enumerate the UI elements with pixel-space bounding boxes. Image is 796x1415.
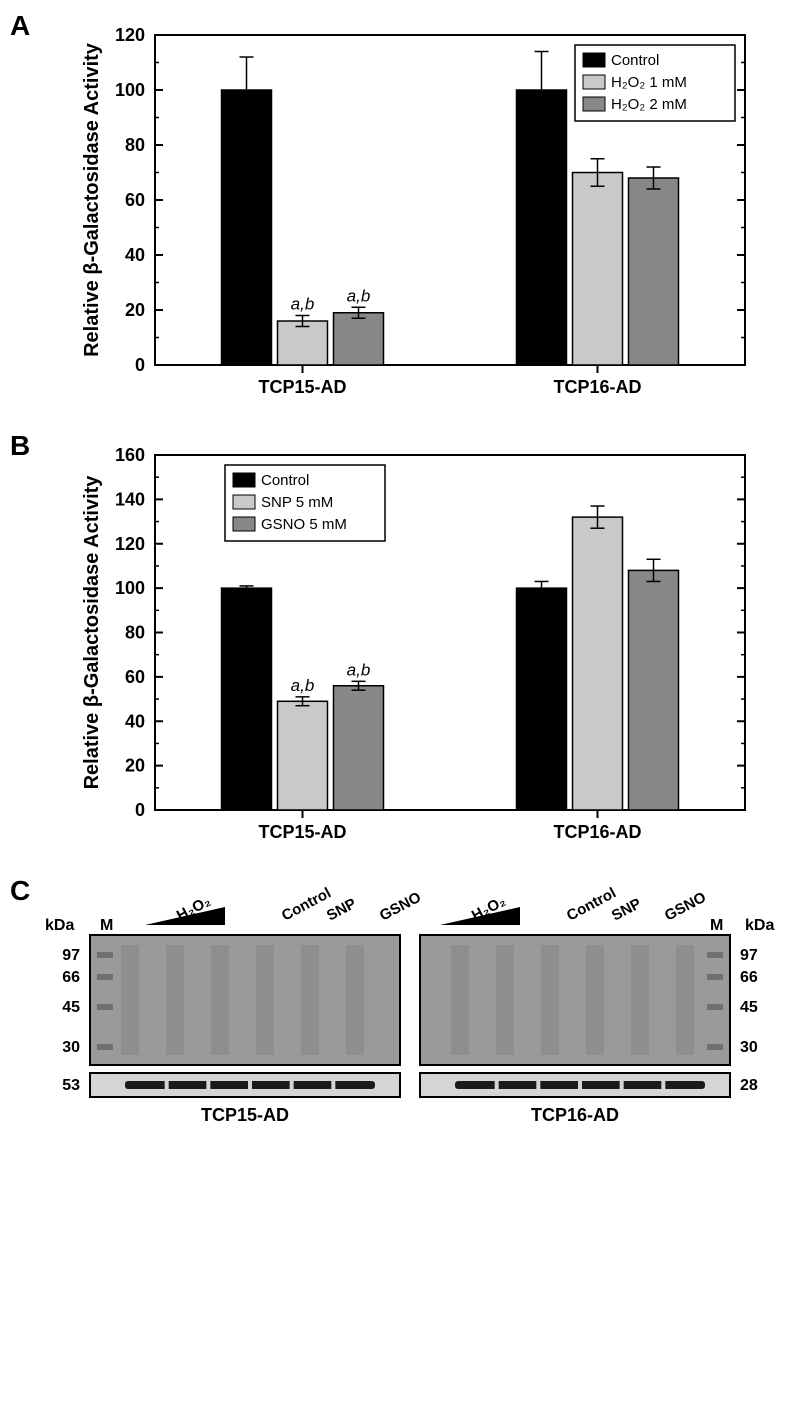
svg-text:SNP 5 mM: SNP 5 mM xyxy=(261,494,333,511)
svg-text:20: 20 xyxy=(125,756,145,776)
svg-text:a,b: a,b xyxy=(291,295,315,314)
svg-text:Relative β-Galactosidase Activ: Relative β-Galactosidase Activity xyxy=(81,475,103,790)
svg-text:a,b: a,b xyxy=(347,660,371,679)
svg-text:Relative β-Galactosidase Activ: Relative β-Galactosidase Activity xyxy=(81,42,103,357)
svg-text:160: 160 xyxy=(115,445,145,465)
svg-text:66: 66 xyxy=(740,969,758,986)
svg-text:100: 100 xyxy=(115,578,145,598)
svg-text:TCP16-AD: TCP16-AD xyxy=(553,822,641,842)
svg-text:40: 40 xyxy=(125,245,145,265)
svg-text:28: 28 xyxy=(740,1077,758,1094)
svg-text:100: 100 xyxy=(115,80,145,100)
svg-text:30: 30 xyxy=(62,1039,80,1056)
svg-text:97: 97 xyxy=(62,947,80,964)
svg-text:M: M xyxy=(100,917,113,934)
svg-text:97: 97 xyxy=(740,947,758,964)
svg-text:45: 45 xyxy=(740,999,758,1016)
svg-text:kDa: kDa xyxy=(45,917,74,934)
svg-text:Control: Control xyxy=(564,885,619,925)
svg-text:GSNO: GSNO xyxy=(377,889,424,925)
svg-text:20: 20 xyxy=(125,300,145,320)
svg-text:TCP15-AD: TCP15-AD xyxy=(201,1105,289,1125)
svg-text:120: 120 xyxy=(115,25,145,45)
svg-text:0: 0 xyxy=(135,355,145,375)
svg-text:a,b: a,b xyxy=(347,286,371,305)
svg-text:120: 120 xyxy=(115,534,145,554)
svg-text:H₂O₂ 1 mM: H₂O₂ 1 mM xyxy=(611,74,687,91)
svg-text:a,b: a,b xyxy=(291,676,315,695)
svg-text:40: 40 xyxy=(125,711,145,731)
svg-text:Control: Control xyxy=(261,472,309,489)
panel-a: A 020406080100120Relative β-Galactosidas… xyxy=(10,20,786,410)
svg-text:53: 53 xyxy=(62,1077,80,1094)
svg-text:GSNO: GSNO xyxy=(662,889,709,925)
svg-text:45: 45 xyxy=(62,999,80,1016)
gel-panel-c: kDakDaMMH₂O₂ControlSNPGSNOH₂O₂ControlSNP… xyxy=(10,885,790,1165)
panel-a-label: A xyxy=(10,10,30,42)
svg-text:H₂O₂ 2 mM: H₂O₂ 2 mM xyxy=(611,96,687,113)
svg-text:30: 30 xyxy=(740,1039,758,1056)
bar-chart-b: 0 20 40 60 80 100 120 140 160 Relative β-Galactos… xyxy=(80,440,760,855)
svg-text:Control: Control xyxy=(611,52,659,69)
panel-c-label: C xyxy=(10,875,30,907)
svg-text:80: 80 xyxy=(125,623,145,643)
svg-text:0: 0 xyxy=(135,800,145,820)
svg-text:TCP16-AD: TCP16-AD xyxy=(553,377,641,397)
panel-b: B 020406080100120140160Relative β-Galact… xyxy=(10,440,786,855)
svg-text:60: 60 xyxy=(125,667,145,687)
svg-text:140: 140 xyxy=(115,489,145,509)
panel-b-label: B xyxy=(10,430,30,462)
bar-chart-a: 0 20 40 60 80 100 120 Relative β-Galactosidase … xyxy=(80,20,760,410)
svg-text:60: 60 xyxy=(125,190,145,210)
svg-text:TCP15-AD: TCP15-AD xyxy=(258,377,346,397)
svg-text:kDa: kDa xyxy=(745,917,774,934)
svg-text:GSNO 5 mM: GSNO 5 mM xyxy=(261,516,347,533)
svg-text:Control: Control xyxy=(279,885,334,925)
svg-text:M: M xyxy=(710,917,723,934)
svg-text:TCP16-AD: TCP16-AD xyxy=(531,1105,619,1125)
panel-c: C kDakDaMMH₂O₂ControlSNPGSNOH₂O₂ControlS… xyxy=(10,885,786,1165)
svg-text:TCP15-AD: TCP15-AD xyxy=(258,822,346,842)
svg-text:80: 80 xyxy=(125,135,145,155)
svg-text:66: 66 xyxy=(62,969,80,986)
